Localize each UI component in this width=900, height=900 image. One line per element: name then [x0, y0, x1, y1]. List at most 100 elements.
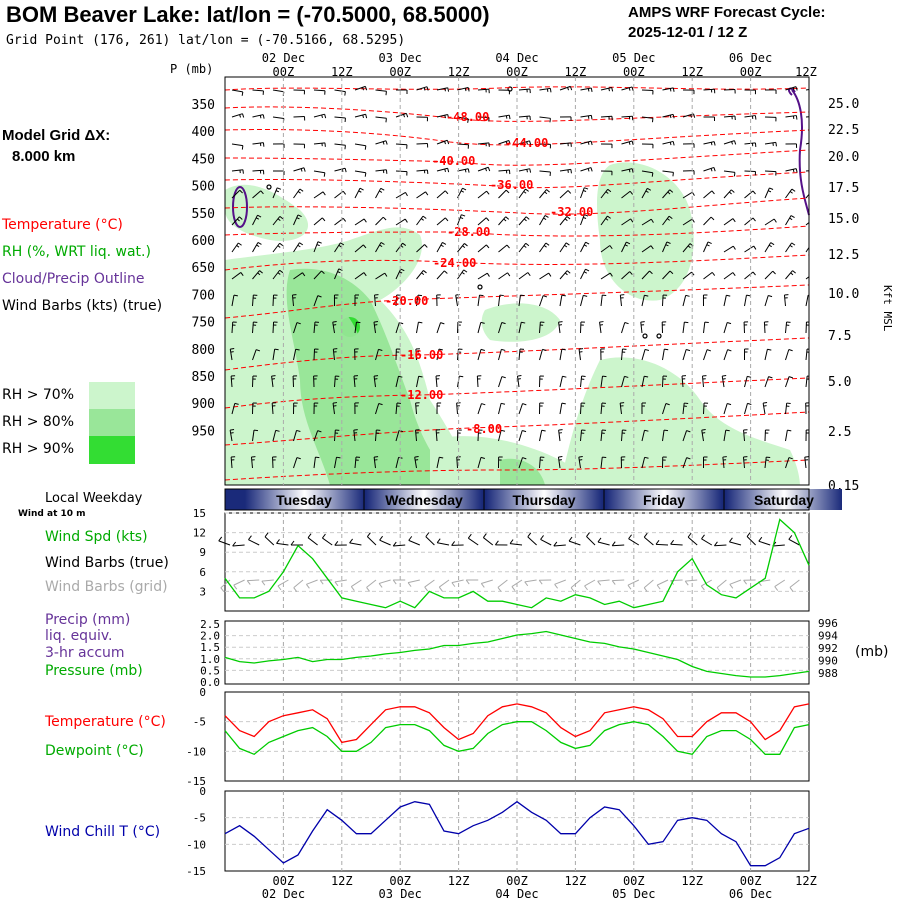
wind-barb: [621, 241, 631, 253]
wind-barb: [600, 245, 613, 253]
wind-chill-line: [224, 800, 810, 867]
surface-wind-barb-grid: [407, 579, 420, 587]
wind-barb: [313, 191, 326, 199]
wind-barb: [580, 268, 590, 280]
wind-barb: [293, 116, 306, 121]
wind-barb: [457, 86, 470, 92]
wind-barb: [293, 89, 305, 95]
surface-wind-barb-grid: [570, 579, 581, 592]
wind-barb: [600, 294, 607, 307]
top-hour-label: 12Z: [565, 65, 587, 79]
wind-barb: [395, 218, 408, 226]
wind-barb: [518, 294, 525, 307]
wind-barb: [621, 271, 633, 280]
rh80-label: RH > 80%: [2, 414, 75, 430]
wind-barb: [785, 321, 791, 334]
wind-barb: [293, 429, 301, 442]
wind-barb: [436, 217, 449, 226]
wind-barb: [436, 139, 450, 145]
bottom-day-label: 04 Dec: [495, 887, 538, 900]
wind-barb: [231, 189, 243, 199]
wind-barb: [764, 242, 775, 253]
wind-barb: [477, 116, 490, 122]
wind-barb: [580, 241, 590, 253]
temperature-tick-label: -15: [186, 775, 206, 788]
wind-barb: [416, 244, 428, 253]
surface-wind-barb-grid: [538, 579, 552, 585]
wind-barb: [313, 321, 319, 334]
wind-barb: [764, 170, 777, 176]
wind-barb: [743, 429, 748, 442]
surface-wind-barb-grid: [246, 579, 260, 585]
precip-tick-label: 1.5: [200, 641, 220, 654]
precip-tick-label: 2.5: [200, 618, 220, 631]
wind-barb: [682, 271, 695, 280]
wind-barb: [518, 348, 525, 361]
surface-wind-barb: [349, 538, 362, 546]
wind-barb: [414, 455, 419, 469]
wind-speed-line: [224, 518, 810, 609]
wind-barb: [723, 294, 731, 307]
wind-barb: [516, 375, 522, 388]
wind-barb: [293, 402, 298, 415]
surface-wind-barb-grid: [597, 579, 610, 586]
pressure-tick-label: 988: [818, 667, 838, 680]
legend-wind: Wind Barbs (kts) (true): [2, 298, 163, 314]
wind-barb: [662, 429, 669, 442]
wind-barb: [252, 114, 265, 119]
wind-barb: [559, 294, 566, 307]
wind-barb: [416, 116, 428, 122]
pressure-tick-label: 850: [192, 370, 215, 385]
wind-barb: [333, 294, 339, 307]
wind-barb: [272, 294, 278, 307]
wind-barb: [682, 321, 689, 334]
weekday-label: Saturday: [754, 492, 814, 508]
wind-barb: [785, 143, 798, 148]
surface-wind-barb-grid: [656, 579, 669, 590]
surface-wind-barb-grid: [743, 579, 756, 585]
surface-wind-barbs: [218, 532, 800, 547]
pressure-line: [224, 630, 810, 678]
surface-wind-barb: [322, 533, 333, 546]
wind-barb: [557, 456, 563, 469]
wind-tick-label: 9: [199, 546, 206, 559]
wind-barb: [395, 268, 405, 280]
surface-wind-barb-grid: [497, 579, 508, 592]
wind-barb: [662, 189, 674, 199]
wind-barb: [435, 429, 441, 442]
wind-barb: [662, 375, 668, 388]
wind-barb: [498, 348, 506, 361]
wind-barb: [313, 113, 327, 119]
wind-barb: [272, 143, 285, 148]
model-grid-value: 8.000 km: [12, 148, 76, 165]
wind-barb: [477, 321, 485, 334]
wind-barb: [416, 375, 423, 388]
wind-spd-label: Wind Spd (kts): [45, 529, 148, 545]
wind-barb: [539, 348, 547, 361]
wind-barb: [703, 456, 708, 469]
surface-wind-barb-grid: [611, 579, 625, 585]
pressure-tick-label: 550: [192, 207, 215, 222]
wind-barb: [375, 187, 385, 199]
wind-barb: [373, 375, 379, 388]
surface-wind-barb-grid: [584, 579, 596, 591]
wind-barb: [578, 348, 584, 361]
wind-barb: [805, 170, 809, 172]
weekday-band: [224, 488, 842, 511]
wind-barbs-true-label: Wind Barbs (true): [45, 555, 169, 571]
wind-barb: [559, 270, 571, 280]
wind-barb: [498, 216, 510, 226]
height-tick-label: 12.5: [828, 248, 859, 263]
surface-wind-barb-grid: [524, 579, 537, 587]
wind-barb: [600, 170, 613, 176]
wind-barb: [703, 216, 715, 226]
wind-barb: [805, 221, 809, 226]
wind-barb: [313, 217, 326, 226]
wind-barb: [681, 375, 687, 388]
wind-barb: [641, 245, 654, 253]
wind-barb: [805, 348, 809, 361]
wind-barb: [723, 88, 736, 94]
wind-barb: [292, 375, 298, 388]
precip-tick-label: 0.0: [200, 676, 220, 689]
wind-barb: [518, 115, 531, 121]
